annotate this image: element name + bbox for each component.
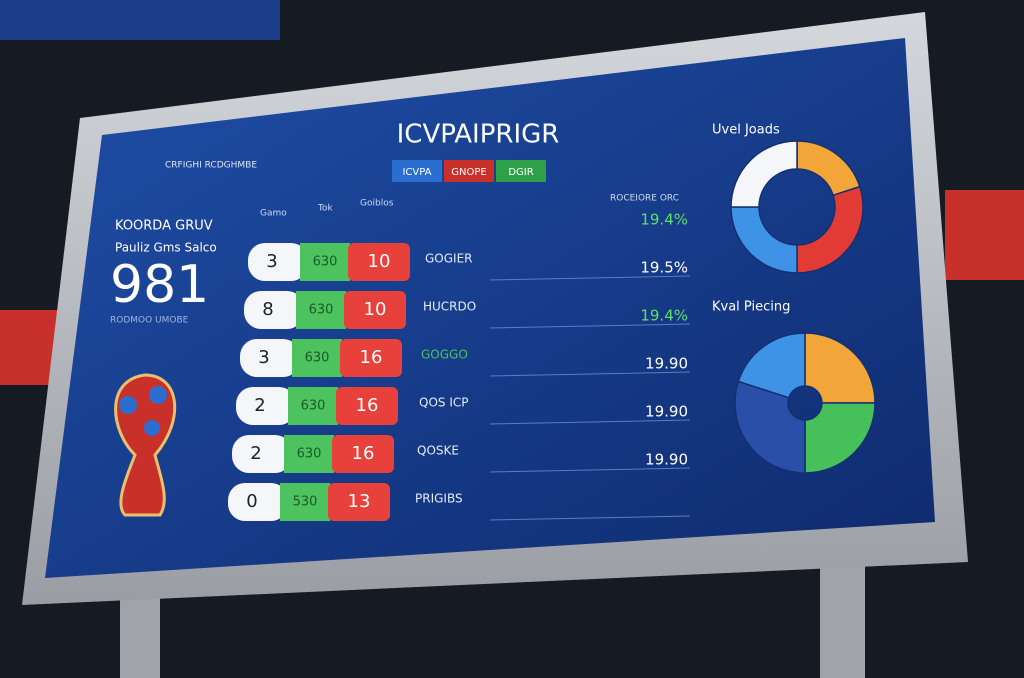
banner — [0, 0, 280, 40]
goals-cell — [348, 243, 410, 281]
team-name: PRIGIBS — [415, 492, 463, 506]
rank: 0 — [246, 491, 257, 512]
goals-cell — [332, 435, 394, 473]
donut-segment — [730, 140, 798, 208]
banner — [945, 190, 1024, 280]
goals-cell — [340, 339, 402, 377]
stat: 19.5% — [640, 259, 688, 277]
left-subheading: Pauliz Gms Salco — [115, 241, 217, 255]
row-rule — [489, 419, 691, 425]
goals: 10 — [368, 251, 391, 272]
rank: 2 — [254, 395, 265, 416]
team-name: HUCRDO — [423, 300, 476, 314]
row-rule — [489, 275, 691, 281]
left-heading: KOORDA GRUV — [115, 219, 213, 234]
tab — [496, 160, 546, 182]
points: 630 — [301, 399, 326, 414]
column-header: Tok — [317, 204, 333, 214]
tabs: ICVPA GNOPE DGIR — [392, 160, 546, 182]
stat: 19.90 — [645, 403, 688, 421]
rank-cell — [228, 483, 288, 521]
goals: 13 — [348, 491, 371, 512]
goals-cell — [344, 291, 406, 329]
team-name: GOGIER — [425, 252, 473, 266]
stat: 19.4% — [640, 307, 688, 325]
rank: 3 — [258, 347, 269, 368]
goals: 16 — [356, 395, 379, 416]
points-cell — [284, 435, 334, 473]
tab-label: ICVPA — [402, 167, 431, 178]
column-headers: Gamo Tok Goiblos ROCEIORE ORC — [260, 194, 679, 219]
tab-label: GNOPE — [451, 167, 486, 178]
rank-cell — [248, 243, 308, 281]
points-cell — [280, 483, 330, 521]
chart-title: Kval Piecing — [712, 300, 790, 315]
stat: 19.90 — [645, 355, 688, 373]
points: 630 — [313, 255, 338, 270]
row-rule — [489, 323, 691, 329]
rank: 2 — [250, 443, 261, 464]
points: 630 — [309, 303, 334, 318]
team-name: GOGGO — [421, 348, 468, 362]
points: 630 — [305, 351, 330, 366]
charts: Uvel Joads Kval Piecing — [712, 123, 876, 474]
column-header: Goiblos — [360, 199, 394, 209]
tab — [444, 160, 494, 182]
donut-segment — [796, 185, 864, 274]
stat: 19.90 — [645, 451, 688, 469]
column-header: ROCEIORE ORC — [610, 194, 679, 204]
rank: 8 — [262, 299, 273, 320]
points-cell — [296, 291, 346, 329]
rank: 3 — [266, 251, 277, 272]
post — [120, 595, 160, 678]
caption: RODMOO UMOBE — [110, 316, 189, 326]
donut-segment — [804, 332, 876, 404]
donut-segment — [804, 402, 876, 474]
points-cell — [300, 243, 350, 281]
points: 630 — [297, 447, 322, 462]
team-name: QOSKE — [417, 444, 459, 458]
rank-cell — [240, 339, 300, 377]
trophy — [114, 373, 177, 517]
goals: 16 — [352, 443, 375, 464]
stat: 19.4% — [640, 211, 688, 229]
rank-cell — [236, 387, 296, 425]
column-header: Gamo — [260, 209, 287, 219]
points-cell — [292, 339, 342, 377]
points-cell — [288, 387, 338, 425]
goals: 10 — [364, 299, 387, 320]
row-rule — [489, 515, 691, 521]
post — [820, 560, 865, 678]
chart-title: Uvel Joads — [712, 123, 780, 138]
row-rule — [489, 371, 691, 377]
title: ICVPAIPRIGR — [397, 120, 560, 150]
rank-cell — [244, 291, 304, 329]
goals-cell — [336, 387, 398, 425]
points: 530 — [293, 495, 318, 510]
score: 981 — [110, 255, 209, 315]
brand: CRFIGHI RCDGHMBE — [165, 161, 257, 171]
table: 3 630 10 GOGIER 19.4% 8 630 10 HUCRDO 19.5% 3 630 16… — [228, 211, 691, 521]
donut-segment — [737, 332, 806, 399]
team-name: QOS ICP — [419, 396, 468, 410]
tab — [392, 160, 442, 182]
goals-cell — [328, 483, 390, 521]
goals: 16 — [360, 347, 383, 368]
row-rule — [489, 467, 691, 473]
donut-segment — [734, 380, 806, 474]
tab-label: DGIR — [508, 167, 533, 178]
rank-cell — [232, 435, 292, 473]
